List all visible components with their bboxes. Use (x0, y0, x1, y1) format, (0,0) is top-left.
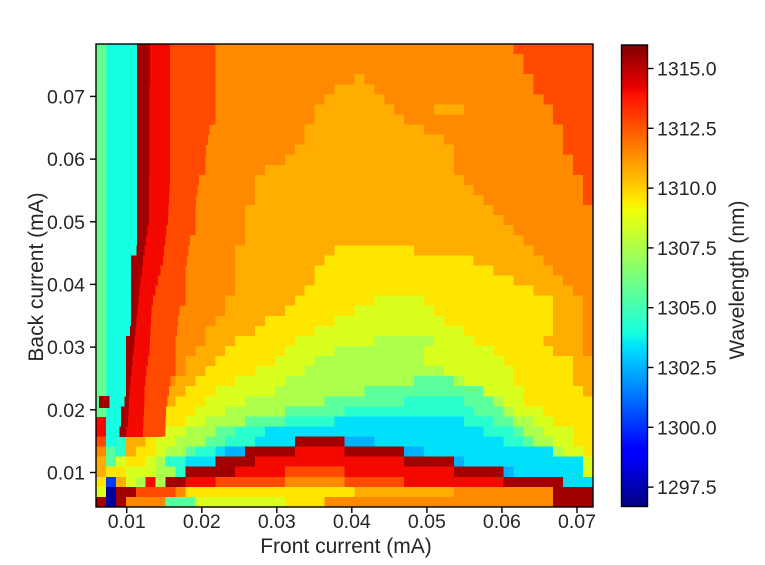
svg-text:1312.5: 1312.5 (657, 118, 717, 140)
svg-text:0.02: 0.02 (183, 511, 221, 533)
svg-text:Front current (mA): Front current (mA) (260, 535, 432, 558)
svg-text:0.04: 0.04 (333, 511, 371, 533)
svg-text:Back current (mA): Back current (mA) (25, 192, 48, 361)
svg-text:1297.5: 1297.5 (657, 477, 717, 499)
svg-text:0.05: 0.05 (408, 511, 446, 533)
svg-text:0.06: 0.06 (47, 149, 85, 171)
svg-text:0.07: 0.07 (558, 511, 596, 533)
svg-text:1302.5: 1302.5 (657, 358, 717, 380)
svg-text:0.02: 0.02 (47, 400, 85, 422)
svg-text:0.03: 0.03 (47, 337, 85, 359)
svg-text:1315.0: 1315.0 (657, 59, 717, 81)
svg-text:0.03: 0.03 (258, 511, 296, 533)
svg-text:1307.5: 1307.5 (657, 238, 717, 260)
svg-text:0.06: 0.06 (483, 511, 521, 533)
svg-text:0.07: 0.07 (47, 86, 85, 108)
svg-text:0.01: 0.01 (47, 463, 85, 485)
svg-text:0.05: 0.05 (47, 212, 85, 234)
svg-text:1305.0: 1305.0 (657, 298, 717, 320)
svg-text:0.04: 0.04 (47, 274, 85, 296)
svg-text:1310.0: 1310.0 (657, 178, 717, 200)
svg-text:0.01: 0.01 (108, 511, 146, 533)
svg-text:Wavelength (nm): Wavelength (nm) (726, 200, 749, 359)
svg-text:1300.0: 1300.0 (657, 417, 717, 439)
